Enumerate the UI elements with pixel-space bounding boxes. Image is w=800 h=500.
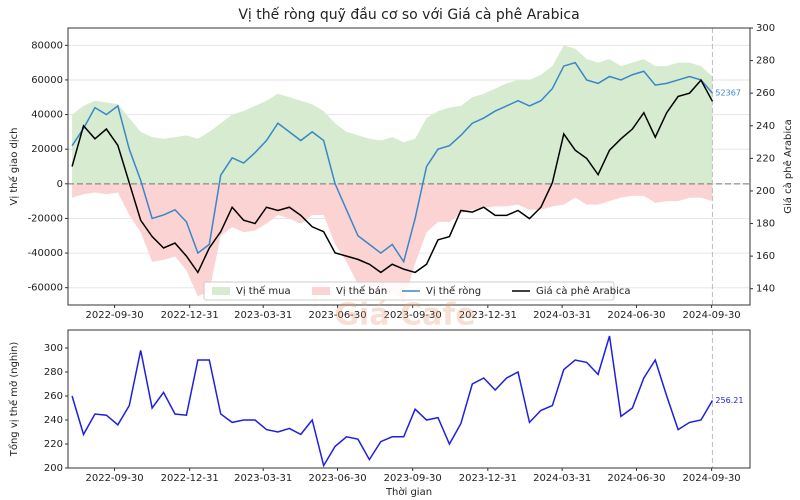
y2-tick-label: 300: [756, 23, 775, 34]
x-tick-label: 2024-06-30: [607, 473, 665, 484]
y2-tick-label: 220: [756, 153, 775, 164]
y2-axis-label: Giá cà phê Arabica: [782, 119, 794, 214]
x-tick-label: 2022-12-31: [161, 473, 219, 484]
y-tick-label: 80000: [31, 40, 63, 51]
value-label: 52367: [715, 89, 740, 98]
legend-label: Vị thế mua: [236, 285, 291, 297]
y-axis-label: Vị thế giao dịch: [8, 128, 20, 206]
x-tick-label: 2024-03-31: [533, 473, 591, 484]
subplot: 200 220 240 260 280 300 2022-09-30 2022-12-31 20…: [7, 329, 751, 498]
legend-label: Vị thế bán: [336, 285, 387, 297]
subplot: -60000 -40000 -20000 0 20000 40000 60000 80000 1…: [8, 6, 794, 321]
legend-label: Giá cà phê Arabica: [536, 285, 631, 297]
y2-tick-label: 200: [756, 186, 775, 197]
x-tick-label: 2024-06-30: [607, 310, 665, 321]
area: [72, 183, 713, 302]
x-tick-label: 2023-03-31: [234, 473, 292, 484]
x-tick-label: 2023-09-30: [384, 473, 442, 484]
y-tick-label: 280: [44, 367, 63, 378]
area: [72, 45, 713, 184]
watermark: Giá Cafe: [334, 298, 475, 333]
legend-swatch: [212, 287, 230, 295]
line: [71, 78, 714, 274]
x-tick-label: 2023-03-31: [234, 310, 292, 321]
y-tick-label: 260: [44, 391, 63, 402]
x-tick-label: 2023-12-31: [459, 473, 517, 484]
y-tick-label: 300: [44, 343, 63, 354]
y-tick-label: -20000: [28, 213, 63, 224]
chart-title: Vị thế ròng quỹ đầu cơ so với Giá cà phê…: [238, 6, 579, 23]
y-tick-label: 220: [44, 439, 63, 450]
y2-tick-label: 280: [756, 56, 775, 67]
line: [71, 61, 713, 264]
x-tick-label: 2022-09-30: [85, 310, 143, 321]
y2-tick-label: 260: [756, 88, 775, 99]
y-tick-label: -40000: [28, 248, 63, 259]
x-tick-label: 2024-03-31: [533, 310, 591, 321]
x-tick-label: 2024-09-30: [683, 473, 741, 484]
y2-tick-label: 140: [756, 284, 775, 295]
y-tick-label: 0: [57, 179, 63, 190]
y-tick-label: 40000: [31, 110, 63, 121]
plot-frame: [67, 329, 751, 469]
legend-label: Vị thế ròng: [426, 285, 481, 297]
y-tick-label: 200: [44, 463, 63, 474]
line: [71, 335, 714, 468]
x-axis-label: Thời gian: [385, 486, 432, 498]
y-tick-label: 20000: [31, 144, 63, 155]
x-tick-label: 2023-06-30: [308, 473, 366, 484]
plot-frame: [67, 27, 751, 306]
y-axis-label: Tổng vị thế mở (nghìn): [7, 342, 20, 458]
y-tick-label: 60000: [31, 75, 63, 86]
x-tick-label: 2023-12-31: [459, 310, 517, 321]
x-tick-label: 2023-09-30: [384, 310, 442, 321]
x-tick-label: 2022-09-30: [85, 473, 143, 484]
y2-tick-label: 240: [756, 121, 775, 132]
y2-tick-label: 180: [756, 219, 775, 230]
x-tick-label: 2024-09-30: [683, 310, 741, 321]
x-tick-label: 2023-06-30: [308, 310, 366, 321]
value-label: 256.21: [715, 396, 743, 405]
y2-tick-label: 160: [756, 251, 775, 262]
legend-swatch: [312, 287, 330, 295]
x-tick-label: 2022-12-31: [161, 310, 219, 321]
y-tick-label: -60000: [28, 283, 63, 294]
y-tick-label: 240: [44, 415, 63, 426]
